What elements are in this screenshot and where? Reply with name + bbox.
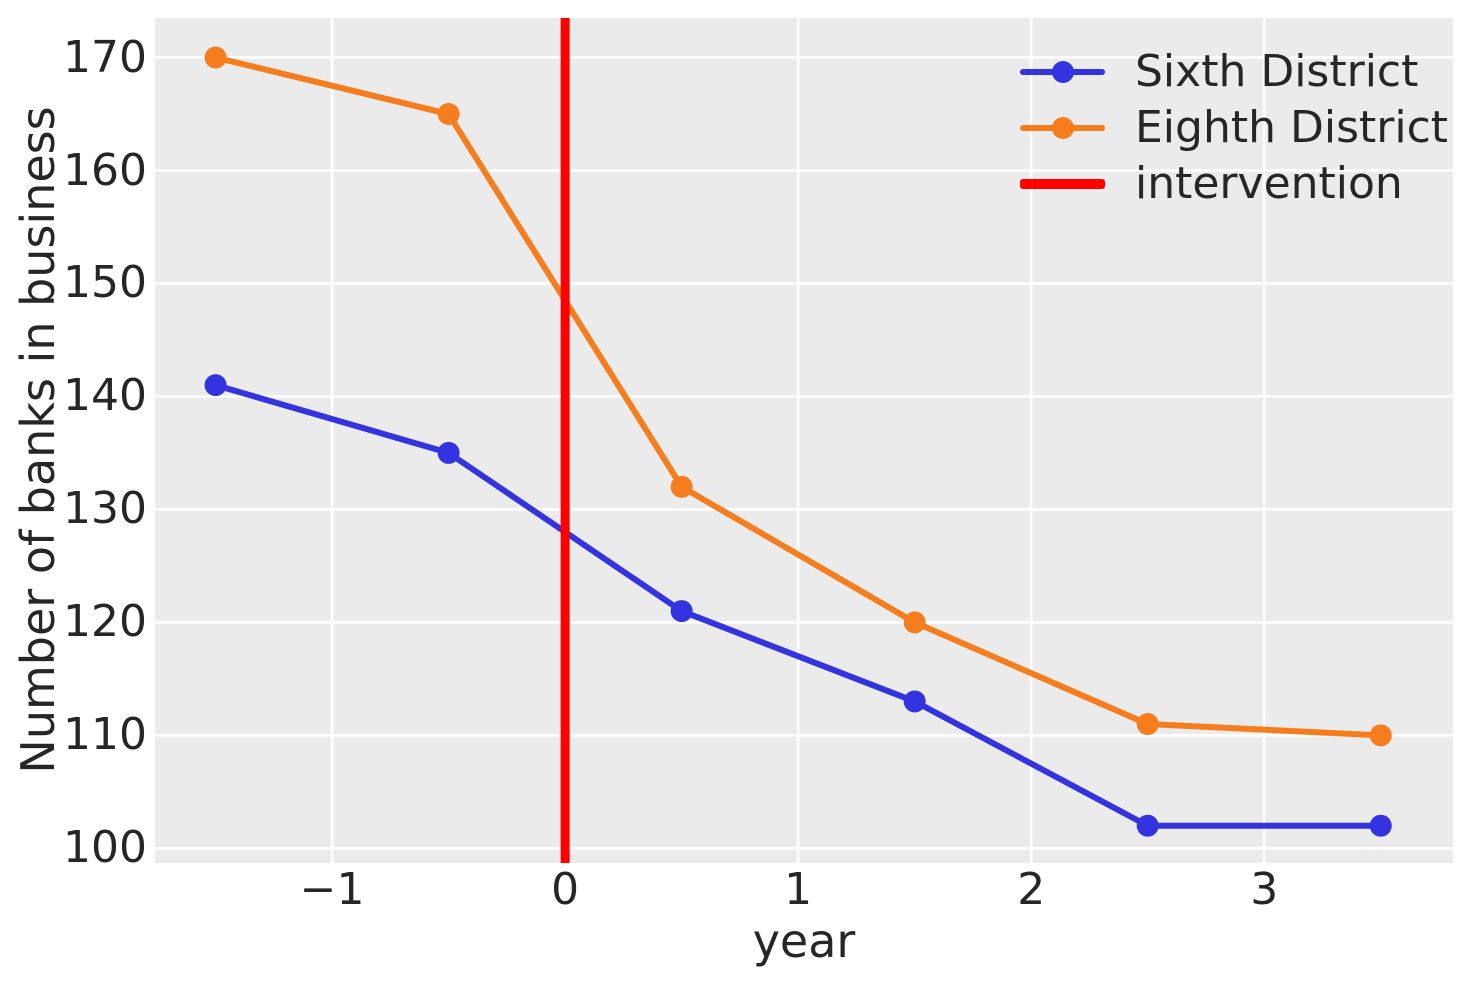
series-0-marker	[437, 441, 460, 464]
series-1-marker	[670, 475, 693, 498]
legend-label-sixth-district: Sixth District	[1135, 46, 1419, 97]
series-0-marker	[670, 600, 693, 623]
y-tick-label: 110	[63, 709, 147, 761]
x-tick-label: 0	[551, 864, 580, 915]
y-tick-label: 100	[63, 822, 147, 874]
series-1-marker	[1136, 713, 1159, 736]
legend-label-intervention: intervention	[1135, 158, 1403, 209]
series-1-marker	[204, 46, 227, 69]
series-line-1	[212, 54, 1384, 739]
x-tick-label: 1	[784, 864, 813, 915]
series-0-marker	[204, 374, 227, 397]
y-tick-label: 150	[63, 257, 147, 309]
legend-entry-eighth-district: Eighth District	[1020, 100, 1448, 156]
series-0-marker	[903, 690, 926, 713]
series-line-0	[212, 382, 1384, 829]
x-tick-label: 3	[1250, 864, 1279, 915]
series-1-marker	[1369, 724, 1392, 747]
y-tick-label: 130	[63, 483, 147, 535]
x-axis-label: year	[752, 914, 856, 968]
y-tick-label: 170	[63, 31, 147, 83]
y-tick-label: 140	[63, 370, 147, 422]
sixth-district-line-marker-swatch	[1020, 61, 1105, 83]
plot-area	[155, 18, 1453, 863]
series-0-marker	[1369, 814, 1392, 837]
series-1-marker	[903, 611, 926, 634]
y-tick-label: 120	[63, 596, 147, 648]
legend-entry-sixth-district: Sixth District	[1020, 44, 1448, 100]
eighth-district-line-marker-swatch	[1020, 117, 1105, 139]
y-tick-label: 160	[63, 144, 147, 196]
legend-label-eighth-district: Eighth District	[1135, 102, 1449, 153]
legend-entry-intervention: intervention	[1020, 156, 1448, 212]
legend: Sixth District Eighth District intervent…	[1020, 44, 1448, 212]
series-0-marker	[1136, 814, 1159, 837]
x-tick-label: −1	[299, 864, 365, 915]
series-1-marker	[437, 103, 460, 126]
x-tick-label: 2	[1017, 864, 1046, 915]
y-axis-label: Number of banks in business	[11, 106, 65, 774]
intervention-line-swatch	[1020, 173, 1105, 195]
